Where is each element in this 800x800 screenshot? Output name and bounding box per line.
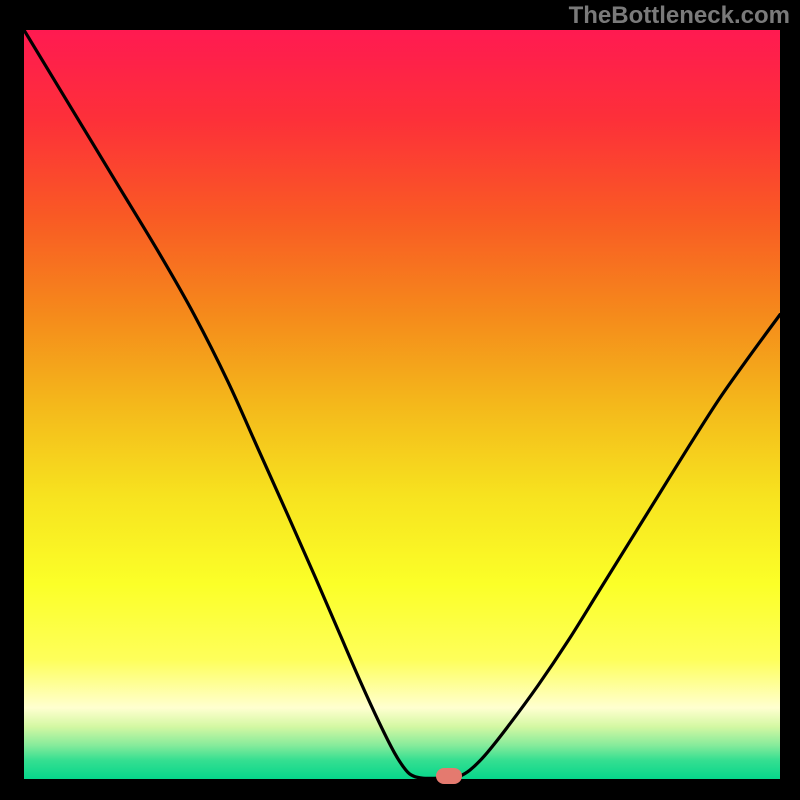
chart-frame: TheBottleneck.com (0, 0, 800, 800)
bottleneck-curve (24, 30, 780, 779)
optimal-point-marker (436, 768, 462, 784)
plot-area (24, 30, 780, 779)
watermark-text: TheBottleneck.com (569, 2, 790, 30)
